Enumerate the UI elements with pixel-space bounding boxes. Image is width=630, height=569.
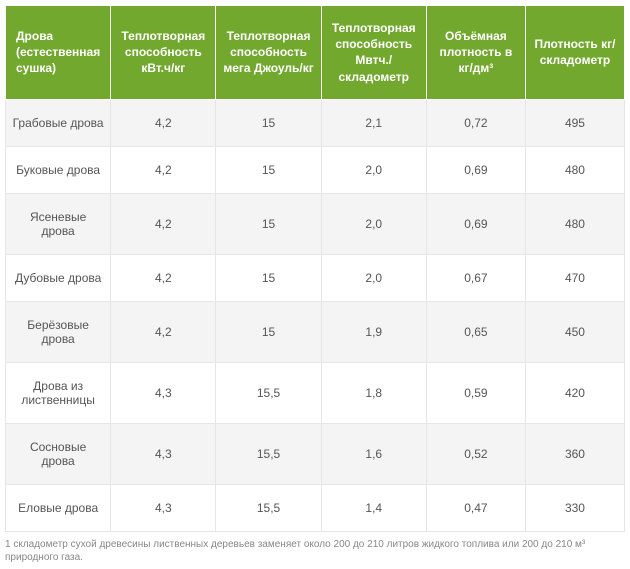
cell: 1,6 [321, 423, 426, 484]
cell: 15 [216, 301, 321, 362]
cell: 2,0 [321, 193, 426, 254]
cell: 0,52 [426, 423, 525, 484]
header-row: Дрова (естественная сушка) Теплотворная … [6, 6, 625, 100]
col-header-5: Плотность кг/складометр [525, 6, 624, 100]
table-row: Берёзовые дрова 4,2 15 1,9 0,65 450 [6, 301, 625, 362]
cell: 15 [216, 193, 321, 254]
cell: Дрова из лиственницы [6, 362, 111, 423]
cell: 480 [525, 146, 624, 193]
table-head: Дрова (естественная сушка) Теплотворная … [6, 6, 625, 100]
cell: Берёзовые дрова [6, 301, 111, 362]
cell: 450 [525, 301, 624, 362]
cell: 0,67 [426, 254, 525, 301]
table-row: Дрова из лиственницы 4,3 15,5 1,8 0,59 4… [6, 362, 625, 423]
cell: 1,8 [321, 362, 426, 423]
table-row: Еловые дрова 4,3 15,5 1,4 0,47 330 [6, 484, 625, 531]
table-wrapper: Дрова (естественная сушка) Теплотворная … [5, 5, 625, 564]
cell: 1,4 [321, 484, 426, 531]
table-row: Ясеневые дрова 4,2 15 2,0 0,69 480 [6, 193, 625, 254]
cell: 2,1 [321, 99, 426, 146]
cell: 4,2 [111, 254, 216, 301]
col-header-1: Теплотворная способность кВт.ч/кг [111, 6, 216, 100]
firewood-table: Дрова (естественная сушка) Теплотворная … [5, 5, 625, 532]
cell: 0,69 [426, 146, 525, 193]
cell: 2,0 [321, 146, 426, 193]
cell: 15 [216, 254, 321, 301]
cell: Буковые дрова [6, 146, 111, 193]
cell: 15 [216, 99, 321, 146]
cell: 0,47 [426, 484, 525, 531]
cell: 360 [525, 423, 624, 484]
cell: Сосновые дрова [6, 423, 111, 484]
table-row: Дубовые дрова 4,2 15 2,0 0,67 470 [6, 254, 625, 301]
cell: Дубовые дрова [6, 254, 111, 301]
cell: 4,2 [111, 146, 216, 193]
cell: 0,65 [426, 301, 525, 362]
cell: 470 [525, 254, 624, 301]
col-header-0: Дрова (естественная сушка) [6, 6, 111, 100]
cell: Еловые дрова [6, 484, 111, 531]
cell: 4,2 [111, 301, 216, 362]
col-header-2: Теплотворная способность мега Джоуль/кг [216, 6, 321, 100]
cell: 15,5 [216, 362, 321, 423]
table-body: Грабовые дрова 4,2 15 2,1 0,72 495 Буков… [6, 99, 625, 531]
table-row: Сосновые дрова 4,3 15,5 1,6 0,52 360 [6, 423, 625, 484]
cell: 15,5 [216, 423, 321, 484]
cell: 420 [525, 362, 624, 423]
cell: 2,0 [321, 254, 426, 301]
table-row: Грабовые дрова 4,2 15 2,1 0,72 495 [6, 99, 625, 146]
cell: Ясеневые дрова [6, 193, 111, 254]
col-header-3: Теплотворная способность Мвтч./складомет… [321, 6, 426, 100]
table-row: Буковые дрова 4,2 15 2,0 0,69 480 [6, 146, 625, 193]
footnote: 1 складометр сухой древесины лиственных … [5, 538, 625, 564]
cell: 0,72 [426, 99, 525, 146]
cell: 4,3 [111, 423, 216, 484]
cell: 480 [525, 193, 624, 254]
col-header-4: Объёмная плотность в кг/дм³ [426, 6, 525, 100]
cell: 0,59 [426, 362, 525, 423]
cell: 4,3 [111, 362, 216, 423]
cell: 4,3 [111, 484, 216, 531]
cell: 0,69 [426, 193, 525, 254]
cell: 1,9 [321, 301, 426, 362]
cell: 4,2 [111, 193, 216, 254]
cell: 15 [216, 146, 321, 193]
cell: 330 [525, 484, 624, 531]
cell: Грабовые дрова [6, 99, 111, 146]
cell: 15,5 [216, 484, 321, 531]
cell: 4,2 [111, 99, 216, 146]
cell: 495 [525, 99, 624, 146]
